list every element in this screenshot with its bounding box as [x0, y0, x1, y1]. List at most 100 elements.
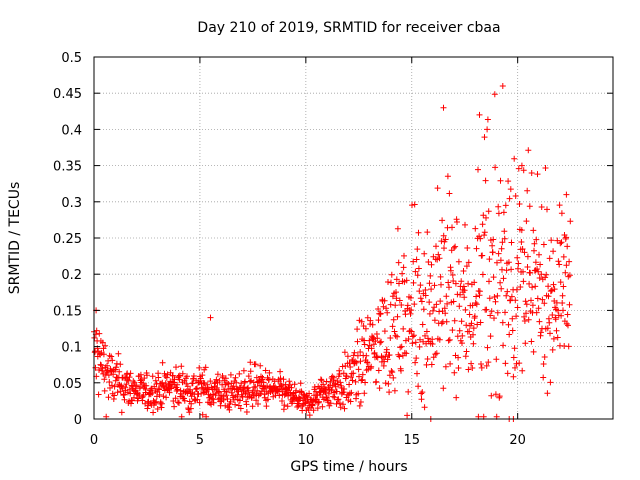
data-point [381, 297, 388, 304]
data-point [409, 333, 416, 340]
data-point [426, 310, 433, 317]
data-point [559, 300, 566, 306]
data-point [367, 317, 374, 324]
data-point [252, 361, 259, 368]
data-point [392, 302, 399, 309]
data-point [511, 345, 518, 352]
data-point [524, 253, 531, 260]
data-point [546, 319, 553, 326]
data-point [386, 372, 393, 379]
data-point [338, 384, 345, 391]
data-point [547, 379, 554, 386]
data-point [524, 264, 531, 270]
data-point [257, 362, 264, 369]
data-point [405, 388, 412, 395]
data-point [403, 277, 410, 284]
data-point [112, 377, 119, 384]
data-point [422, 287, 429, 293]
data-point [232, 374, 239, 381]
data-point [376, 385, 383, 392]
data-point [222, 402, 229, 409]
y-tick-label: 0.45 [53, 87, 82, 102]
data-point [154, 406, 161, 412]
y-axis-label: SRMTID / TECUs [7, 182, 23, 295]
data-point [534, 295, 541, 302]
data-point [403, 350, 410, 357]
data-point [346, 360, 353, 366]
data-point [190, 373, 197, 379]
data-point [232, 401, 239, 408]
x-tick-label: 20 [509, 433, 526, 448]
data-point [503, 267, 510, 274]
data-point [460, 268, 467, 274]
data-point [488, 392, 495, 399]
data-point [502, 360, 509, 367]
data-point [423, 361, 430, 368]
data-point [560, 307, 566, 314]
data-point [346, 381, 353, 388]
data-point [516, 360, 523, 367]
data-point [513, 360, 520, 367]
data-point [275, 386, 282, 393]
data-point [184, 373, 190, 380]
data-point [449, 272, 456, 278]
data-point [544, 390, 551, 397]
data-point [237, 405, 244, 412]
data-point [527, 269, 534, 276]
data-point [377, 310, 384, 317]
data-point [566, 301, 573, 308]
data-point [428, 261, 435, 268]
data-point [385, 279, 391, 285]
data-point [476, 288, 483, 295]
data-point [102, 342, 109, 349]
data-point [173, 364, 179, 371]
data-point [196, 364, 203, 371]
data-point [495, 203, 502, 210]
data-point [175, 373, 182, 380]
data-point [349, 377, 356, 384]
data-point [500, 275, 507, 282]
data-point [116, 368, 123, 375]
data-point [438, 281, 444, 288]
data-point [528, 297, 534, 304]
data-point [456, 327, 463, 334]
data-point [361, 390, 368, 397]
data-point [297, 380, 304, 387]
data-point [188, 400, 195, 407]
data-point [547, 330, 553, 337]
data-point [463, 348, 470, 355]
data-point [522, 298, 529, 305]
data-point [567, 218, 574, 225]
data-point [555, 258, 562, 265]
x-tick-label: 5 [196, 433, 204, 448]
data-point [443, 318, 450, 325]
data-point [546, 255, 553, 262]
data-point [416, 343, 423, 350]
data-point [327, 400, 334, 407]
data-point [445, 279, 452, 286]
data-point [340, 389, 347, 396]
data-point [264, 383, 271, 389]
data-point [172, 395, 179, 402]
data-point [395, 259, 402, 266]
data-point [330, 393, 337, 400]
data-point [476, 111, 483, 118]
data-point [347, 364, 354, 370]
data-point [263, 403, 270, 410]
data-point [446, 284, 452, 291]
data-point [493, 356, 500, 363]
data-point [373, 378, 380, 385]
data-point [509, 327, 516, 334]
data-point [383, 305, 390, 312]
data-point [491, 91, 498, 98]
data-point [381, 328, 388, 335]
data-point [530, 227, 537, 234]
data-point [384, 356, 391, 363]
data-point [349, 356, 356, 363]
data-point [202, 364, 209, 371]
data-point [357, 358, 364, 365]
data-point [398, 343, 405, 350]
data-point [512, 193, 519, 199]
data-point [430, 307, 436, 314]
data-point [359, 376, 366, 383]
